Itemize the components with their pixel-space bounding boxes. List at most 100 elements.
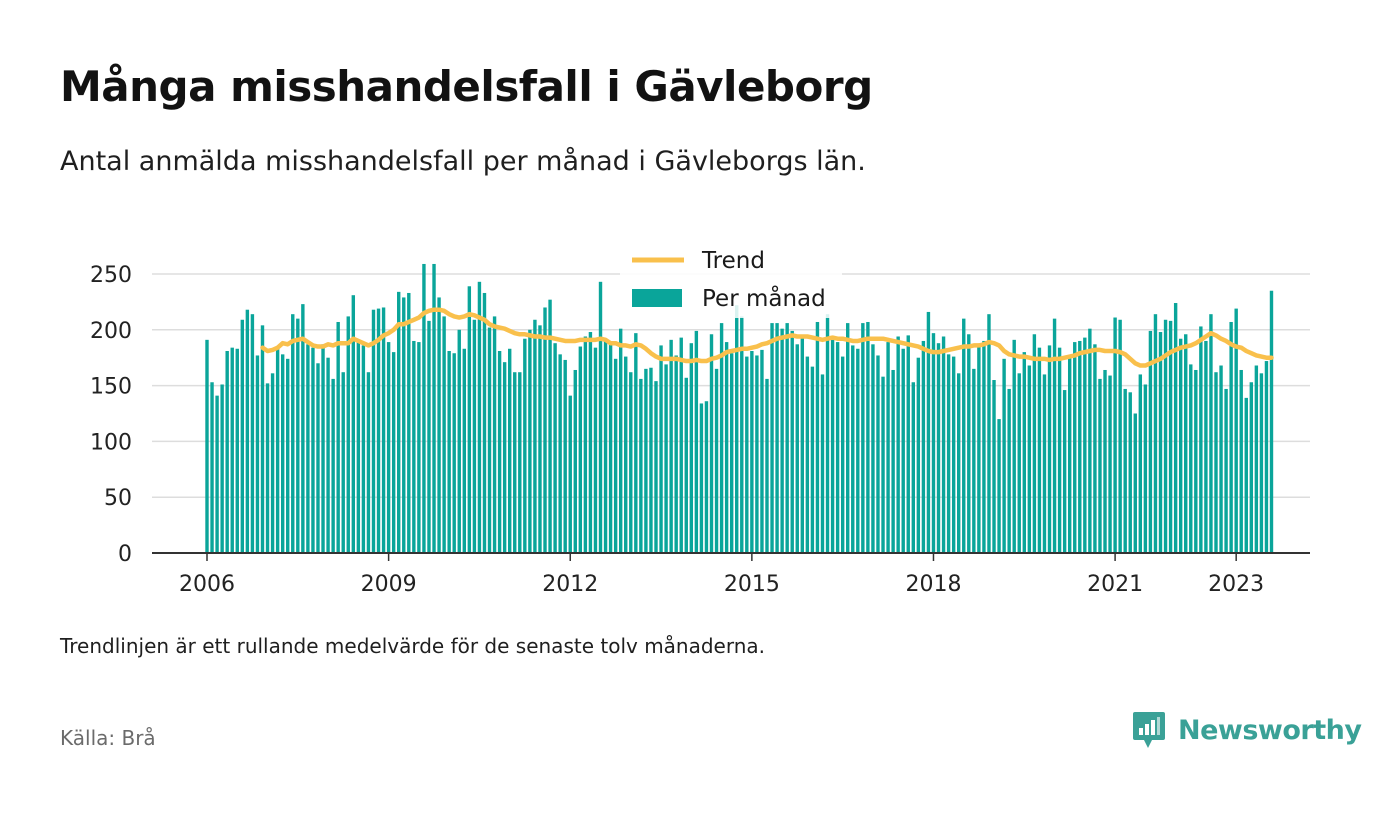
y-tick-label-200: 200 — [90, 319, 132, 344]
bar-month-55 — [482, 292, 487, 553]
bar-month-191 — [1168, 320, 1173, 553]
bar-month-44 — [427, 320, 431, 553]
bar-month-141 — [916, 357, 921, 553]
bar-month-41 — [412, 340, 416, 553]
bar-month-151 — [967, 334, 971, 553]
bar-month-178 — [1103, 369, 1107, 553]
bar-month-5 — [230, 347, 234, 553]
bar-month-87 — [644, 368, 648, 553]
bar-month-88 — [649, 367, 653, 553]
bar-month-174 — [1083, 337, 1087, 553]
bar-month-154 — [982, 340, 986, 553]
bar-month-107 — [745, 356, 749, 553]
bar-month-142 — [921, 340, 926, 553]
bar-month-176 — [1093, 344, 1097, 553]
x-tick-label-2006: 2006 — [179, 572, 235, 597]
bar-month-185 — [1138, 374, 1143, 553]
bar-month-109 — [755, 355, 759, 553]
bar-month-184 — [1133, 413, 1137, 553]
legend-trend-label: Trend — [701, 248, 765, 274]
bar-month-164 — [1032, 334, 1037, 553]
x-tick-label-2009: 2009 — [361, 572, 417, 597]
bar-month-149 — [957, 373, 961, 553]
bar-month-111 — [765, 378, 769, 553]
bar-month-208 — [1254, 365, 1259, 553]
bar-month-188 — [1153, 314, 1158, 553]
bar-month-74 — [578, 346, 583, 553]
bar-month-131 — [866, 321, 870, 553]
bar-month-166 — [1042, 374, 1047, 553]
bar-month-203 — [1229, 321, 1233, 553]
bar-month-71 — [563, 359, 567, 553]
bar-month-76 — [588, 332, 593, 553]
bar-month-81 — [613, 358, 618, 553]
bar-month-22 — [316, 363, 320, 553]
y-tick-label-100: 100 — [90, 430, 132, 455]
bar-month-23 — [321, 344, 325, 553]
bar-month-65 — [533, 319, 537, 553]
bar-month-201 — [1219, 365, 1223, 553]
bar-month-189 — [1158, 332, 1163, 553]
bar-month-182 — [1123, 388, 1127, 553]
bar-month-18 — [296, 318, 300, 553]
bar-month-75 — [583, 336, 588, 553]
bar-month-186 — [1143, 384, 1148, 553]
bar-month-120 — [810, 366, 815, 553]
bar-month-110 — [760, 349, 764, 553]
bar-month-101 — [714, 368, 719, 553]
bar-month-168 — [1052, 318, 1057, 553]
bar-month-82 — [618, 328, 623, 553]
y-tick-label-50: 50 — [104, 486, 132, 511]
bar-month-139 — [906, 335, 910, 553]
bar-month-98 — [699, 403, 704, 553]
bar-month-134 — [881, 376, 885, 553]
bar-month-86 — [639, 378, 643, 553]
chart-title: Många misshandelsfall i Gävleborg — [60, 62, 873, 111]
newsworthy-logo[interactable]: Newsworthy — [1132, 710, 1362, 750]
bar-month-13 — [270, 373, 275, 553]
bar-month-93 — [674, 355, 678, 553]
bar-month-9 — [250, 314, 255, 553]
bar-month-24 — [326, 357, 330, 553]
bar-month-144 — [931, 333, 936, 553]
bar-month-92 — [669, 339, 673, 553]
bar-month-90 — [659, 345, 663, 553]
bar-month-133 — [876, 355, 880, 553]
y-tick-label-250: 250 — [90, 263, 132, 288]
bar-month-78 — [598, 281, 603, 553]
bar-month-33 — [371, 309, 376, 553]
bar-month-150 — [962, 318, 966, 553]
bar-month-73 — [573, 369, 577, 553]
bar-month-195 — [1189, 364, 1193, 553]
bar-month-89 — [654, 381, 658, 553]
bar-month-155 — [987, 314, 991, 553]
bar-month-29 — [351, 295, 356, 553]
bar-month-3 — [220, 384, 224, 553]
bar-month-193 — [1178, 338, 1183, 553]
bar-month-204 — [1234, 308, 1238, 553]
y-tick-label-0: 0 — [118, 542, 132, 567]
bar-month-36 — [386, 342, 391, 553]
y-tick-label-150: 150 — [90, 375, 132, 400]
bar-month-4 — [225, 351, 229, 553]
bar-month-124 — [830, 339, 835, 553]
bar-month-127 — [846, 323, 850, 553]
bar-month-136 — [891, 369, 895, 553]
bar-month-125 — [835, 342, 840, 553]
bar-month-91 — [664, 364, 668, 553]
bar-month-202 — [1224, 388, 1228, 553]
bar-month-169 — [1057, 347, 1062, 553]
bar-month-200 — [1214, 372, 1218, 553]
bar-month-46 — [437, 297, 441, 553]
trend-note: Trendlinjen är ett rullande medelvärde f… — [60, 634, 766, 658]
bar-month-156 — [992, 380, 996, 553]
bar-month-147 — [946, 354, 951, 553]
bar-month-119 — [805, 356, 810, 553]
bar-month-1 — [210, 382, 214, 553]
bar-month-43 — [422, 263, 426, 553]
bar-month-181 — [1118, 319, 1122, 553]
bar-month-85 — [634, 333, 638, 553]
bar-month-179 — [1108, 375, 1112, 553]
bar-month-57 — [492, 316, 497, 553]
